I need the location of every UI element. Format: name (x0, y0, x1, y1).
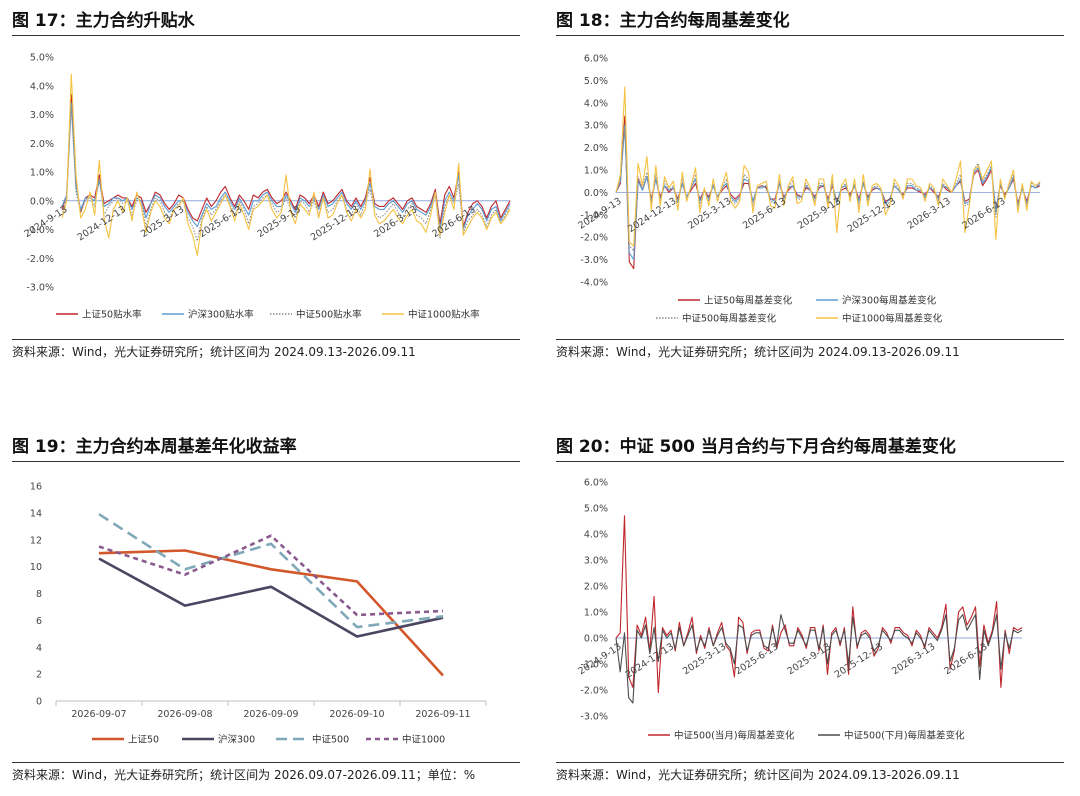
y-tick-label: -3.0% (580, 712, 608, 723)
x-tick-label: 2025-3-13 (139, 204, 186, 240)
x-tick-label: 2026-3-13 (890, 641, 937, 677)
chart-fig18: 6.0% 5.0% 4.0% 3.0% 2.0% 1.0% 0.0% -1.0% -2.0% -3… (576, 54, 1041, 325)
y-tick-label: 10 (30, 562, 42, 573)
source-rule (12, 339, 520, 340)
y-tick-label: 6.0% (584, 54, 608, 65)
title-rule (12, 35, 520, 36)
source-note: 资料来源：Wind，光大证券研究所；统计区间为 2024.09.13-2026.… (12, 345, 416, 359)
source-note: 资料来源：Wind，光大证券研究所；统计区间为 2024.09.13-2026.… (556, 768, 960, 782)
y-tick-label: 5.0% (584, 76, 608, 87)
chart-fig20: 6.0% 5.0% 4.0% 3.0% 2.0% 1.0% 0.0% -1.0% -2.0% -3… (576, 478, 1023, 742)
y-tick-label: 0.0% (30, 196, 54, 207)
figure-title: 图 19：主力合约本周基差年化收益率 (12, 437, 297, 457)
y-tick-label: 12 (30, 535, 42, 546)
x-tick-label: 2025-12-13 (833, 641, 885, 680)
x-tick-label: 2026-3-13 (906, 196, 953, 232)
legend-label: 中证500贴水率 (296, 309, 362, 321)
chart-fig17: 5.0% 4.0% 3.0% 2.0% 1.0% 0.0% -1.0% -2.0% -3.0% 2… (22, 53, 511, 321)
legend-label: 沪深300贴水率 (188, 309, 254, 321)
legend-label: 中证1000贴水率 (408, 309, 480, 321)
panel-fig17: 图 17：主力合约升贴水 5.0% 4.0% 3.0% 2.0% 1.0% 0.0% -1.… (12, 6, 522, 366)
legend-label: 沪深300每周基差变化 (842, 295, 937, 307)
x-tick-label: 2026-09-10 (329, 709, 384, 720)
series-line-2 (615, 126, 1041, 252)
chart-fig19: 16 14 12 10 8 6 4 2 0 2026-09-07 2026-09-08 2026-09… (30, 482, 487, 746)
legend-label: 中证500(当月)每周基差变化 (674, 730, 795, 742)
y-tick-label: 1.0% (30, 168, 54, 179)
series-line-2 (61, 105, 511, 242)
source-rule (12, 762, 520, 763)
legend-label: 中证1000 (402, 734, 445, 746)
source-rule (556, 339, 1064, 340)
y-tick-label: 2.0% (30, 139, 54, 150)
y-tick-label: 6.0% (584, 478, 608, 489)
figure-title: 图 17：主力合约升贴水 (12, 11, 195, 31)
y-tick-label: 0.0% (584, 188, 608, 199)
series-line-1 (615, 614, 1023, 704)
legend-label: 上证50 (128, 735, 159, 746)
panel-fig19: 图 19：主力合约本周基差年化收益率 16 14 12 10 8 6 4 2 0 2026-09-… (12, 432, 522, 792)
series-line-1 (98, 557, 444, 638)
legend-label: 上证50贴水率 (82, 309, 142, 321)
legend-label: 中证500(下月)每周基差变化 (844, 730, 965, 742)
y-tick-label: 8 (36, 589, 42, 600)
y-tick-label: -2.0% (26, 254, 54, 265)
panel-fig20: 图 20：中证 500 当月合约与下月合约每周基差变化 6.0% 5.0% 4.0%… (556, 432, 1068, 792)
legend-label: 中证500每周基差变化 (682, 313, 777, 325)
y-tick-label: 5.0% (30, 53, 54, 64)
source-rule (556, 762, 1064, 763)
y-tick-label: -3.0% (580, 255, 608, 266)
x-tick-label: 2026-09-09 (243, 709, 298, 720)
x-tick-label: 2026-09-11 (415, 709, 470, 720)
title-rule (556, 35, 1064, 36)
y-tick-label: 4.0% (584, 98, 608, 109)
panel-fig18: 图 18：主力合约每周基差变化 6.0% 5.0% 4.0% 3.0% 2.0% 1.0%… (556, 6, 1068, 366)
legend-label: 中证1000每周基差变化 (842, 313, 943, 325)
source-note: 资料来源：Wind，光大证券研究所；统计区间为 2024.09.13-2026.… (556, 345, 960, 359)
source-note: 资料来源：Wind，光大证券研究所；统计区间为 2026.09.07-2026.… (12, 768, 476, 782)
title-rule (12, 461, 520, 462)
y-tick-label: 0.0% (584, 634, 608, 645)
figure-title: 图 18：主力合约每周基差变化 (556, 11, 790, 31)
legend-label: 中证500 (312, 734, 349, 746)
y-tick-label: 6 (36, 616, 42, 627)
y-tick-label: 2.0% (584, 582, 608, 593)
y-tick-label: -3.0% (26, 283, 54, 294)
x-tick-label: 2024-12-13 (76, 204, 128, 243)
y-tick-label: -1.0% (580, 210, 608, 221)
y-tick-label: -4.0% (580, 278, 608, 289)
series-line-3 (98, 534, 444, 617)
figure-title: 图 20：中证 500 当月合约与下月合约每周基差变化 (556, 437, 956, 457)
x-tick-label: 2026-09-08 (157, 709, 212, 720)
y-tick-label: -2.0% (580, 686, 608, 697)
y-tick-label: 3.0% (30, 110, 54, 121)
y-tick-label: 1.0% (584, 608, 608, 619)
y-tick-label: 4.0% (584, 530, 608, 541)
y-tick-label: 3.0% (584, 121, 608, 132)
x-tick-label: 2026-09-07 (71, 709, 126, 720)
y-tick-label: 14 (30, 508, 42, 519)
legend-label: 沪深300 (218, 734, 255, 746)
y-tick-label: 5.0% (584, 504, 608, 515)
y-tick-label: 16 (30, 482, 42, 493)
series-line-2 (98, 513, 444, 629)
y-tick-label: 2.0% (584, 143, 608, 154)
y-tick-label: 0 (36, 697, 42, 708)
y-tick-label: 3.0% (584, 556, 608, 567)
x-tick-label: 2025-6-13 (741, 196, 788, 232)
x-tick-label: 2025-12-13 (846, 196, 898, 235)
series-line-3 (61, 73, 511, 256)
y-tick-label: 2 (36, 670, 42, 681)
y-tick-label: -2.0% (580, 233, 608, 244)
title-rule (556, 461, 1064, 462)
y-tick-label: -1.0% (26, 225, 54, 236)
y-tick-label: 4.0% (30, 81, 54, 92)
legend-label: 上证50每周基差变化 (704, 295, 793, 307)
y-tick-label: 4 (36, 643, 42, 654)
x-tick-label: 2025-6-13 (733, 641, 780, 677)
series-line-3 (615, 86, 1041, 247)
y-tick-label: -1.0% (580, 660, 608, 671)
y-tick-label: 1.0% (584, 166, 608, 177)
